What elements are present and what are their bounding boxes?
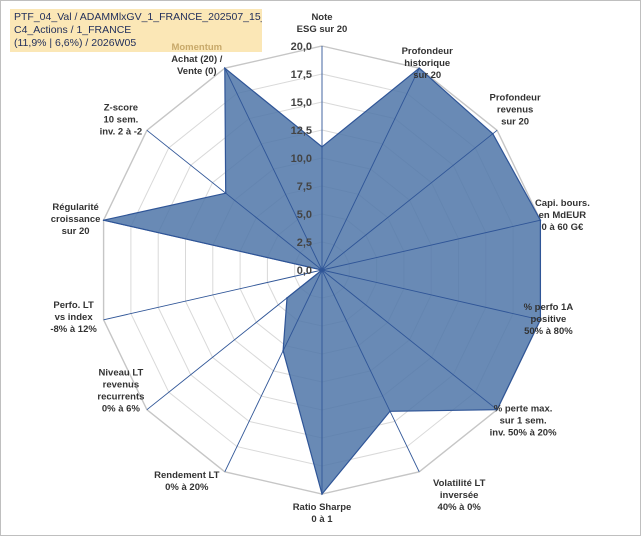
axis-label: % perte max. sur 1 sem. inv. 50% à 20% bbox=[490, 404, 557, 439]
axis-label-line: 0 à 1 bbox=[311, 514, 333, 525]
tick-label: 12,5 bbox=[291, 125, 312, 137]
axis-label-line: 10 sem. bbox=[103, 114, 138, 125]
axis-label-line: inv. 2 à -2 bbox=[100, 126, 143, 137]
axis-label-line: 0% à 20% bbox=[165, 482, 209, 493]
axis-label-line: Note bbox=[311, 12, 332, 23]
title-line-1: PTF_04_Val / ADAMMlxGV_1_FRANCE_202507_1… bbox=[14, 11, 262, 23]
axis-label-line: croissance bbox=[51, 214, 101, 225]
axis-label-line: historique bbox=[404, 58, 450, 69]
axis-label-line: recurrents bbox=[97, 392, 144, 403]
axis-label-line: 0% à 6% bbox=[102, 404, 141, 415]
tick-label: 2,5 bbox=[297, 237, 312, 249]
axis-label-line: Z-score bbox=[104, 102, 138, 113]
axis-label: Niveau LT revenus recurrents 0% à 6% bbox=[97, 368, 144, 415]
axis-label: Ratio Sharpe 0 à 1 bbox=[293, 502, 352, 525]
axis-label: Profondeur historique sur 20 bbox=[402, 46, 453, 81]
axis-spoke bbox=[321, 269, 541, 321]
tick-label: 15,0 bbox=[291, 97, 312, 109]
tick-label: 5,0 bbox=[297, 209, 312, 221]
axis-label-line: Profondeur bbox=[489, 92, 540, 103]
title-line-2: C4_Actions / 1_FRANCE bbox=[14, 24, 132, 36]
axis-spoke bbox=[224, 269, 323, 472]
axis-label: Momentum Achat (20) / Vente (0) bbox=[171, 42, 223, 77]
axis-label-line: vs index bbox=[55, 312, 94, 323]
axis-label-line: Vente (0) bbox=[177, 66, 217, 77]
axis-label: Perfo. LT vs index -8% à 12% bbox=[50, 300, 97, 335]
spoke-layer bbox=[103, 46, 541, 494]
axis-label-line: Volatilité LT bbox=[433, 478, 486, 489]
axis-label-line: Ratio Sharpe bbox=[293, 502, 352, 513]
axis-label-line: sur 20 bbox=[501, 116, 529, 127]
tick-label: 7,5 bbox=[297, 181, 312, 193]
axis-spoke bbox=[224, 68, 323, 271]
axis-label-line: 40% à 0% bbox=[438, 502, 482, 513]
axis-label-line: Capi. bours. bbox=[535, 198, 590, 209]
axis-label: Régularité croissance sur 20 bbox=[51, 202, 101, 237]
axis-label-line: Perfo. LT bbox=[53, 300, 94, 311]
axis-spoke bbox=[103, 269, 323, 321]
axis-label-line: Régularité bbox=[52, 202, 98, 213]
tick-label: 0,0 bbox=[297, 265, 312, 277]
axis-label-line: 50% à 80% bbox=[524, 326, 573, 337]
axis-spoke bbox=[146, 269, 323, 411]
axis-label: Profondeur revenus sur 20 bbox=[489, 92, 540, 127]
axis-label-line: en MdEUR bbox=[539, 210, 587, 221]
axis-label-line: Profondeur bbox=[402, 46, 453, 57]
axis-label: Z-score 10 sem. inv. 2 à -2 bbox=[100, 102, 143, 137]
axis-label: Rendement LT 0% à 20% bbox=[154, 470, 219, 493]
axis-label-line: % perte max. bbox=[494, 404, 553, 415]
axis-label-line: revenus bbox=[497, 104, 533, 115]
axis-label: Note ESG sur 20 bbox=[297, 12, 348, 35]
axis-label-line: 0 à 60 G€ bbox=[542, 222, 584, 233]
axis-label-line: Niveau LT bbox=[99, 368, 144, 379]
axis-label-line: revenus bbox=[103, 380, 139, 391]
tick-label: 17,5 bbox=[291, 69, 312, 81]
tick-label: 20,0 bbox=[291, 41, 312, 53]
axis-spoke bbox=[321, 129, 498, 271]
axis-label-line: -8% à 12% bbox=[50, 324, 97, 335]
axis-label-line: Rendement LT bbox=[154, 470, 219, 481]
axis-label-line: sur 1 sem. bbox=[500, 416, 547, 427]
axis-label: % perfo 1A positive 50% à 80% bbox=[524, 302, 574, 337]
axis-spoke bbox=[146, 129, 323, 271]
chart-title-box: PTF_04_Val / ADAMMlxGV_1_FRANCE_202507_1… bbox=[10, 9, 262, 52]
axis-label-line: inv. 50% à 20% bbox=[490, 428, 557, 439]
axis-label-line: sur 20 bbox=[62, 226, 90, 237]
axis-label-line: % perfo 1A bbox=[524, 302, 574, 313]
axis-spoke bbox=[103, 219, 323, 271]
axis-label-line: Achat (20) / bbox=[171, 54, 223, 65]
axis-spoke bbox=[321, 68, 420, 271]
tick-label: 10,0 bbox=[291, 153, 312, 165]
tick-labels: 0,0 2,5 5,0 7,5 10,0 12,5 15,0 17,5 20,0 bbox=[291, 41, 312, 277]
axis-label-line: ESG sur 20 bbox=[297, 24, 348, 35]
axis-label-line: inversée bbox=[440, 490, 479, 501]
axis-spoke bbox=[321, 269, 420, 472]
axis-label-line: Momentum bbox=[171, 42, 222, 53]
axis-label: Volatilité LT inversée 40% à 0% bbox=[433, 478, 486, 513]
axis-label-line: positive bbox=[530, 314, 566, 325]
axis-label: Capi. bours. en MdEUR 0 à 60 G€ bbox=[535, 198, 590, 233]
title-line-3: (11,9% | 6,6%) / 2026W05 bbox=[14, 37, 137, 49]
axis-label-line: sur 20 bbox=[413, 70, 441, 81]
axis-spoke bbox=[321, 269, 498, 411]
axis-spoke bbox=[321, 219, 541, 271]
